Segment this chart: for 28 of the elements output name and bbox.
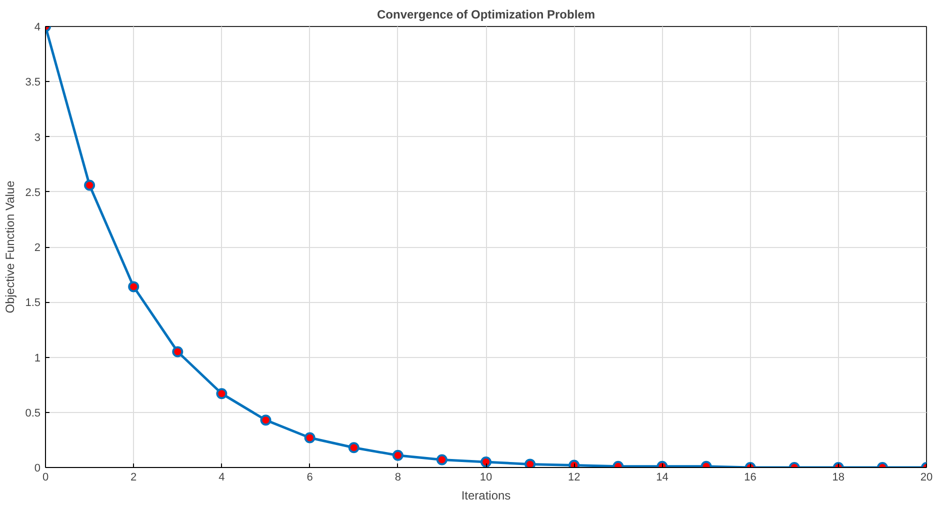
line-series — [46, 26, 926, 468]
point — [524, 458, 536, 468]
y-tick-label: 1 — [34, 352, 41, 364]
x-tick-label: 2 — [130, 472, 137, 484]
x-tick-label: 16 — [744, 472, 756, 484]
point — [172, 346, 184, 358]
x-axis-title: Iterations — [461, 488, 511, 502]
y-tick-label: 3 — [34, 132, 41, 144]
x-tick-label: 18 — [832, 472, 845, 484]
x-tick-label: 6 — [306, 472, 313, 484]
y-tick-label: 1.5 — [25, 297, 41, 310]
y-tick-label: 4 — [34, 22, 41, 34]
y-tick-label: 0.5 — [25, 407, 41, 420]
chart-title: Convergence of Optimization Problem — [376, 8, 596, 22]
x-tick-label: 14 — [656, 472, 668, 484]
y-tick-label: 2.5 — [25, 186, 41, 199]
y-tick-label: 0 — [34, 462, 41, 474]
x-tick-label: 4 — [218, 472, 225, 484]
y-tick-label: 3.5 — [25, 76, 41, 89]
x-tick-label: 10 — [480, 472, 492, 484]
y-axis-title: Objective Function Value — [3, 180, 18, 314]
x-tick-label: 20 — [920, 472, 933, 484]
x-tick-label: 12 — [568, 472, 580, 484]
point — [84, 180, 96, 191]
x-tick-label: 0 — [42, 472, 49, 484]
point — [128, 281, 140, 292]
y-tick-label: 2 — [34, 242, 41, 254]
x-tick-label: 8 — [394, 472, 401, 484]
